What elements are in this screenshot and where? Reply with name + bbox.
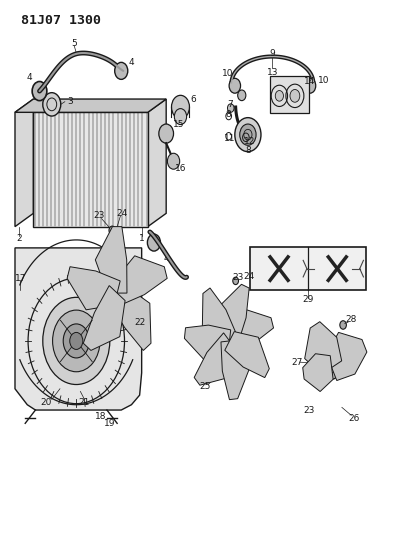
Text: 4: 4: [27, 73, 32, 82]
Circle shape: [174, 109, 186, 125]
Circle shape: [107, 280, 127, 306]
Circle shape: [43, 297, 110, 384]
Circle shape: [227, 104, 234, 112]
Polygon shape: [194, 333, 235, 385]
Circle shape: [239, 124, 256, 146]
Polygon shape: [326, 333, 366, 381]
Text: 7: 7: [227, 100, 233, 109]
Text: 10: 10: [317, 76, 328, 85]
Text: 20: 20: [40, 398, 51, 407]
Circle shape: [303, 78, 315, 93]
Text: 28: 28: [345, 315, 356, 324]
Text: 14: 14: [303, 77, 314, 86]
Text: 4: 4: [128, 59, 134, 67]
Text: 2: 2: [16, 234, 22, 243]
Text: 4: 4: [163, 254, 169, 263]
Polygon shape: [15, 99, 166, 112]
Polygon shape: [220, 284, 249, 345]
Circle shape: [70, 333, 83, 350]
Polygon shape: [184, 325, 230, 360]
Polygon shape: [202, 288, 236, 346]
Text: 13: 13: [266, 68, 277, 77]
Text: 9: 9: [269, 50, 274, 58]
Text: 8: 8: [225, 110, 230, 119]
Text: 6: 6: [190, 94, 196, 103]
Text: 19: 19: [104, 419, 116, 428]
Circle shape: [274, 91, 283, 101]
Text: 3: 3: [67, 97, 73, 106]
Polygon shape: [304, 322, 341, 374]
Circle shape: [147, 234, 160, 251]
Text: 23: 23: [93, 212, 104, 221]
Text: 16: 16: [174, 164, 186, 173]
Text: 12: 12: [244, 137, 255, 146]
Text: 23: 23: [231, 273, 243, 281]
Text: 81J07 1300: 81J07 1300: [21, 14, 101, 27]
Text: 18: 18: [95, 412, 106, 421]
Text: 10: 10: [221, 69, 233, 78]
Text: 26: 26: [348, 414, 359, 423]
Polygon shape: [224, 332, 269, 377]
Polygon shape: [114, 256, 167, 305]
Circle shape: [109, 226, 115, 235]
Text: 24: 24: [243, 272, 254, 280]
Polygon shape: [147, 99, 166, 227]
Text: 25: 25: [199, 382, 210, 391]
Text: 24: 24: [116, 209, 127, 218]
Text: 8: 8: [245, 146, 250, 155]
Text: 5: 5: [71, 39, 77, 48]
Circle shape: [158, 124, 173, 143]
Polygon shape: [15, 248, 142, 410]
Polygon shape: [109, 286, 151, 350]
Circle shape: [289, 90, 299, 102]
Text: 22: 22: [134, 318, 145, 327]
Polygon shape: [226, 309, 273, 352]
Circle shape: [232, 277, 238, 285]
Text: 11: 11: [223, 134, 235, 143]
Polygon shape: [67, 266, 120, 310]
Circle shape: [339, 321, 346, 329]
Polygon shape: [302, 354, 332, 392]
Text: 21: 21: [79, 398, 90, 407]
Circle shape: [171, 95, 189, 119]
Circle shape: [32, 82, 47, 101]
Text: 17: 17: [15, 273, 26, 282]
Polygon shape: [220, 340, 249, 400]
Circle shape: [237, 90, 245, 101]
Polygon shape: [95, 227, 127, 293]
Circle shape: [52, 310, 100, 372]
Circle shape: [167, 154, 179, 169]
Text: 29: 29: [302, 295, 313, 304]
Bar: [33, 112, 147, 227]
Circle shape: [234, 118, 261, 152]
Circle shape: [229, 78, 240, 93]
Circle shape: [115, 62, 128, 79]
Circle shape: [219, 328, 239, 354]
Circle shape: [322, 356, 340, 379]
Bar: [249, 247, 366, 290]
Circle shape: [43, 93, 61, 116]
Text: 1: 1: [139, 234, 144, 243]
Bar: [270, 76, 308, 114]
Polygon shape: [83, 286, 125, 350]
Text: 15: 15: [172, 119, 184, 128]
Circle shape: [63, 324, 89, 358]
Text: 27: 27: [290, 358, 302, 367]
Polygon shape: [15, 99, 33, 227]
Text: 23: 23: [303, 406, 314, 415]
